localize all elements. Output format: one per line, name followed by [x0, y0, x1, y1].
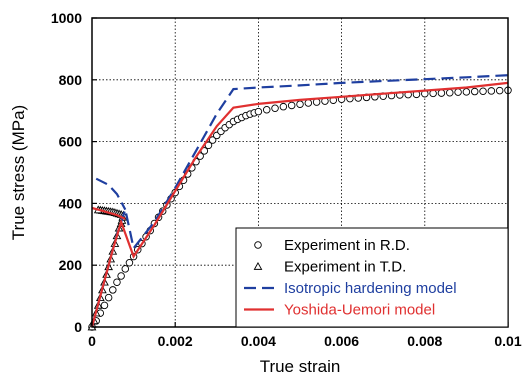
x-tick-label: 0.002: [158, 333, 193, 349]
x-tick-label: 0.004: [241, 333, 276, 349]
circle-marker: [304, 99, 313, 107]
y-tick-label: 1000: [51, 10, 82, 26]
circle-marker: [446, 89, 454, 97]
legend-label: Isotropic hardening model: [284, 280, 457, 297]
legend-box: [235, 227, 509, 328]
legend-entry: Experiment in T.D.: [253, 259, 406, 276]
circle-marker: [495, 86, 504, 95]
circle-marker: [487, 87, 496, 95]
circle-marker: [109, 286, 117, 294]
series-solid: [90, 81, 509, 328]
circle-marker: [437, 89, 446, 97]
legend-entries: Experiment in R.D. Experiment in T.D. Isot…: [244, 237, 457, 319]
series-reverse-branch: [95, 177, 127, 211]
circle-marker: [470, 87, 479, 96]
circle-marker: [121, 265, 130, 273]
circle-marker: [479, 87, 487, 95]
legend-entry: Yoshida-Uemori model: [244, 302, 435, 319]
legend-entry: Isotropic hardening model: [244, 280, 457, 297]
circle-marker: [208, 136, 217, 144]
circle-marker: [454, 88, 462, 96]
legend-label: Experiment in R.D.: [284, 237, 410, 254]
circle-marker: [117, 272, 125, 280]
circle-marker: [125, 258, 134, 267]
x-axis-label: True strain: [260, 357, 341, 376]
legend-triangle-icon: [253, 261, 263, 270]
y-tick-label: 400: [59, 195, 83, 211]
circle-marker: [287, 101, 296, 110]
y-tick-label: 200: [59, 257, 83, 273]
series-line: [90, 81, 509, 328]
legend-label: Experiment in T.D.: [284, 259, 406, 276]
circle-marker: [113, 278, 121, 286]
y-tick-label: 600: [59, 134, 83, 150]
circle-marker: [271, 104, 279, 112]
x-tick-label: 0: [88, 333, 96, 349]
circle-marker: [254, 107, 263, 116]
circle-marker: [296, 100, 304, 108]
circle-marker: [279, 102, 288, 111]
legend-circle-icon: [254, 241, 262, 249]
circle-marker: [100, 301, 109, 310]
x-tick-label: 0.01: [494, 333, 521, 349]
series-reverse-branch: [91, 206, 126, 220]
legend-entry: Experiment in R.D.: [254, 237, 410, 254]
circle-marker: [462, 88, 471, 96]
legend-label: Yoshida-Uemori model: [284, 302, 435, 319]
circle-marker: [104, 293, 113, 302]
x-tick-label: 0.006: [324, 333, 359, 349]
y-tick-label: 800: [59, 72, 83, 88]
y-axis-label: True stress (MPa): [9, 105, 28, 240]
axis-ticks: 0 0.002 0.004 0.006 0.008 0.01 0 200 400 600 800 10…: [51, 10, 522, 349]
x-tick-label: 0.008: [407, 333, 442, 349]
series-layer: [87, 74, 512, 331]
y-tick-label: 0: [74, 319, 82, 335]
circle-marker: [262, 106, 271, 114]
legend: Experiment in R.D. Experiment in T.D. Isot…: [235, 227, 509, 328]
